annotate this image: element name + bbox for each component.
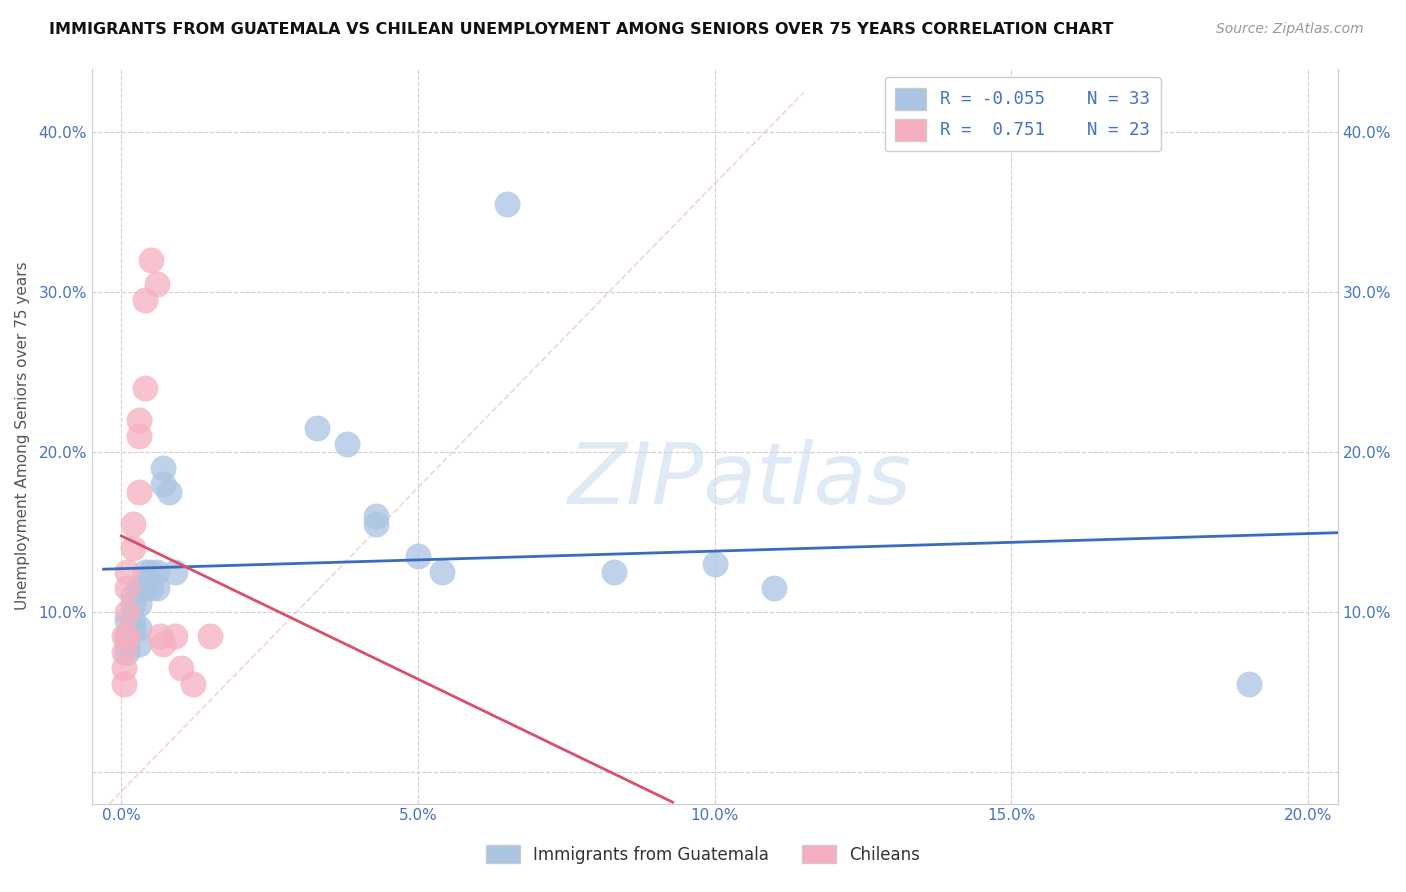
Point: [112, 661, 135, 675]
Point: [117, 565, 139, 579]
Point: [122, 613, 145, 627]
Text: ZIPatlas: ZIPatlas: [568, 439, 911, 522]
Point: [430, 565, 453, 579]
Point: [112, 629, 135, 643]
Point: [128, 413, 150, 427]
Point: [170, 661, 193, 675]
Point: [112, 677, 135, 691]
Point: [496, 197, 519, 211]
Point: [366, 508, 388, 523]
Point: [603, 565, 626, 579]
Point: [134, 565, 156, 579]
Point: [146, 581, 169, 595]
Point: [139, 565, 162, 579]
Point: [128, 581, 150, 595]
Point: [128, 597, 150, 611]
Point: [117, 629, 139, 643]
Point: [307, 421, 329, 435]
Point: [117, 637, 139, 651]
Point: [128, 429, 150, 443]
Point: [703, 557, 725, 571]
Point: [336, 437, 359, 451]
Point: [134, 381, 156, 395]
Point: [122, 621, 145, 635]
Point: [406, 549, 429, 563]
Legend: Immigrants from Guatemala, Chileans: Immigrants from Guatemala, Chileans: [479, 838, 927, 871]
Point: [152, 461, 174, 475]
Text: Source: ZipAtlas.com: Source: ZipAtlas.com: [1216, 22, 1364, 37]
Point: [128, 485, 150, 500]
Point: [134, 293, 156, 308]
Point: [122, 597, 145, 611]
Point: [146, 565, 169, 579]
Point: [117, 581, 139, 595]
Point: [134, 581, 156, 595]
Point: [146, 277, 169, 292]
Point: [149, 629, 172, 643]
Point: [139, 253, 162, 268]
Y-axis label: Unemployment Among Seniors over 75 years: Unemployment Among Seniors over 75 years: [15, 261, 30, 610]
Point: [762, 581, 785, 595]
Point: [157, 485, 180, 500]
Point: [139, 581, 162, 595]
Point: [181, 677, 204, 691]
Point: [128, 621, 150, 635]
Point: [117, 605, 139, 619]
Point: [128, 637, 150, 651]
Point: [163, 629, 186, 643]
Point: [200, 629, 222, 643]
Point: [366, 516, 388, 531]
Point: [117, 629, 139, 643]
Point: [117, 645, 139, 659]
Point: [122, 541, 145, 555]
Text: IMMIGRANTS FROM GUATEMALA VS CHILEAN UNEMPLOYMENT AMONG SENIORS OVER 75 YEARS CO: IMMIGRANTS FROM GUATEMALA VS CHILEAN UNE…: [49, 22, 1114, 37]
Point: [1237, 677, 1260, 691]
Point: [163, 565, 186, 579]
Legend: R = -0.055    N = 33, R =  0.751    N = 23: R = -0.055 N = 33, R = 0.751 N = 23: [884, 78, 1161, 152]
Point: [112, 645, 135, 659]
Point: [122, 516, 145, 531]
Point: [152, 477, 174, 491]
Point: [152, 637, 174, 651]
Point: [117, 613, 139, 627]
Point: [122, 589, 145, 603]
